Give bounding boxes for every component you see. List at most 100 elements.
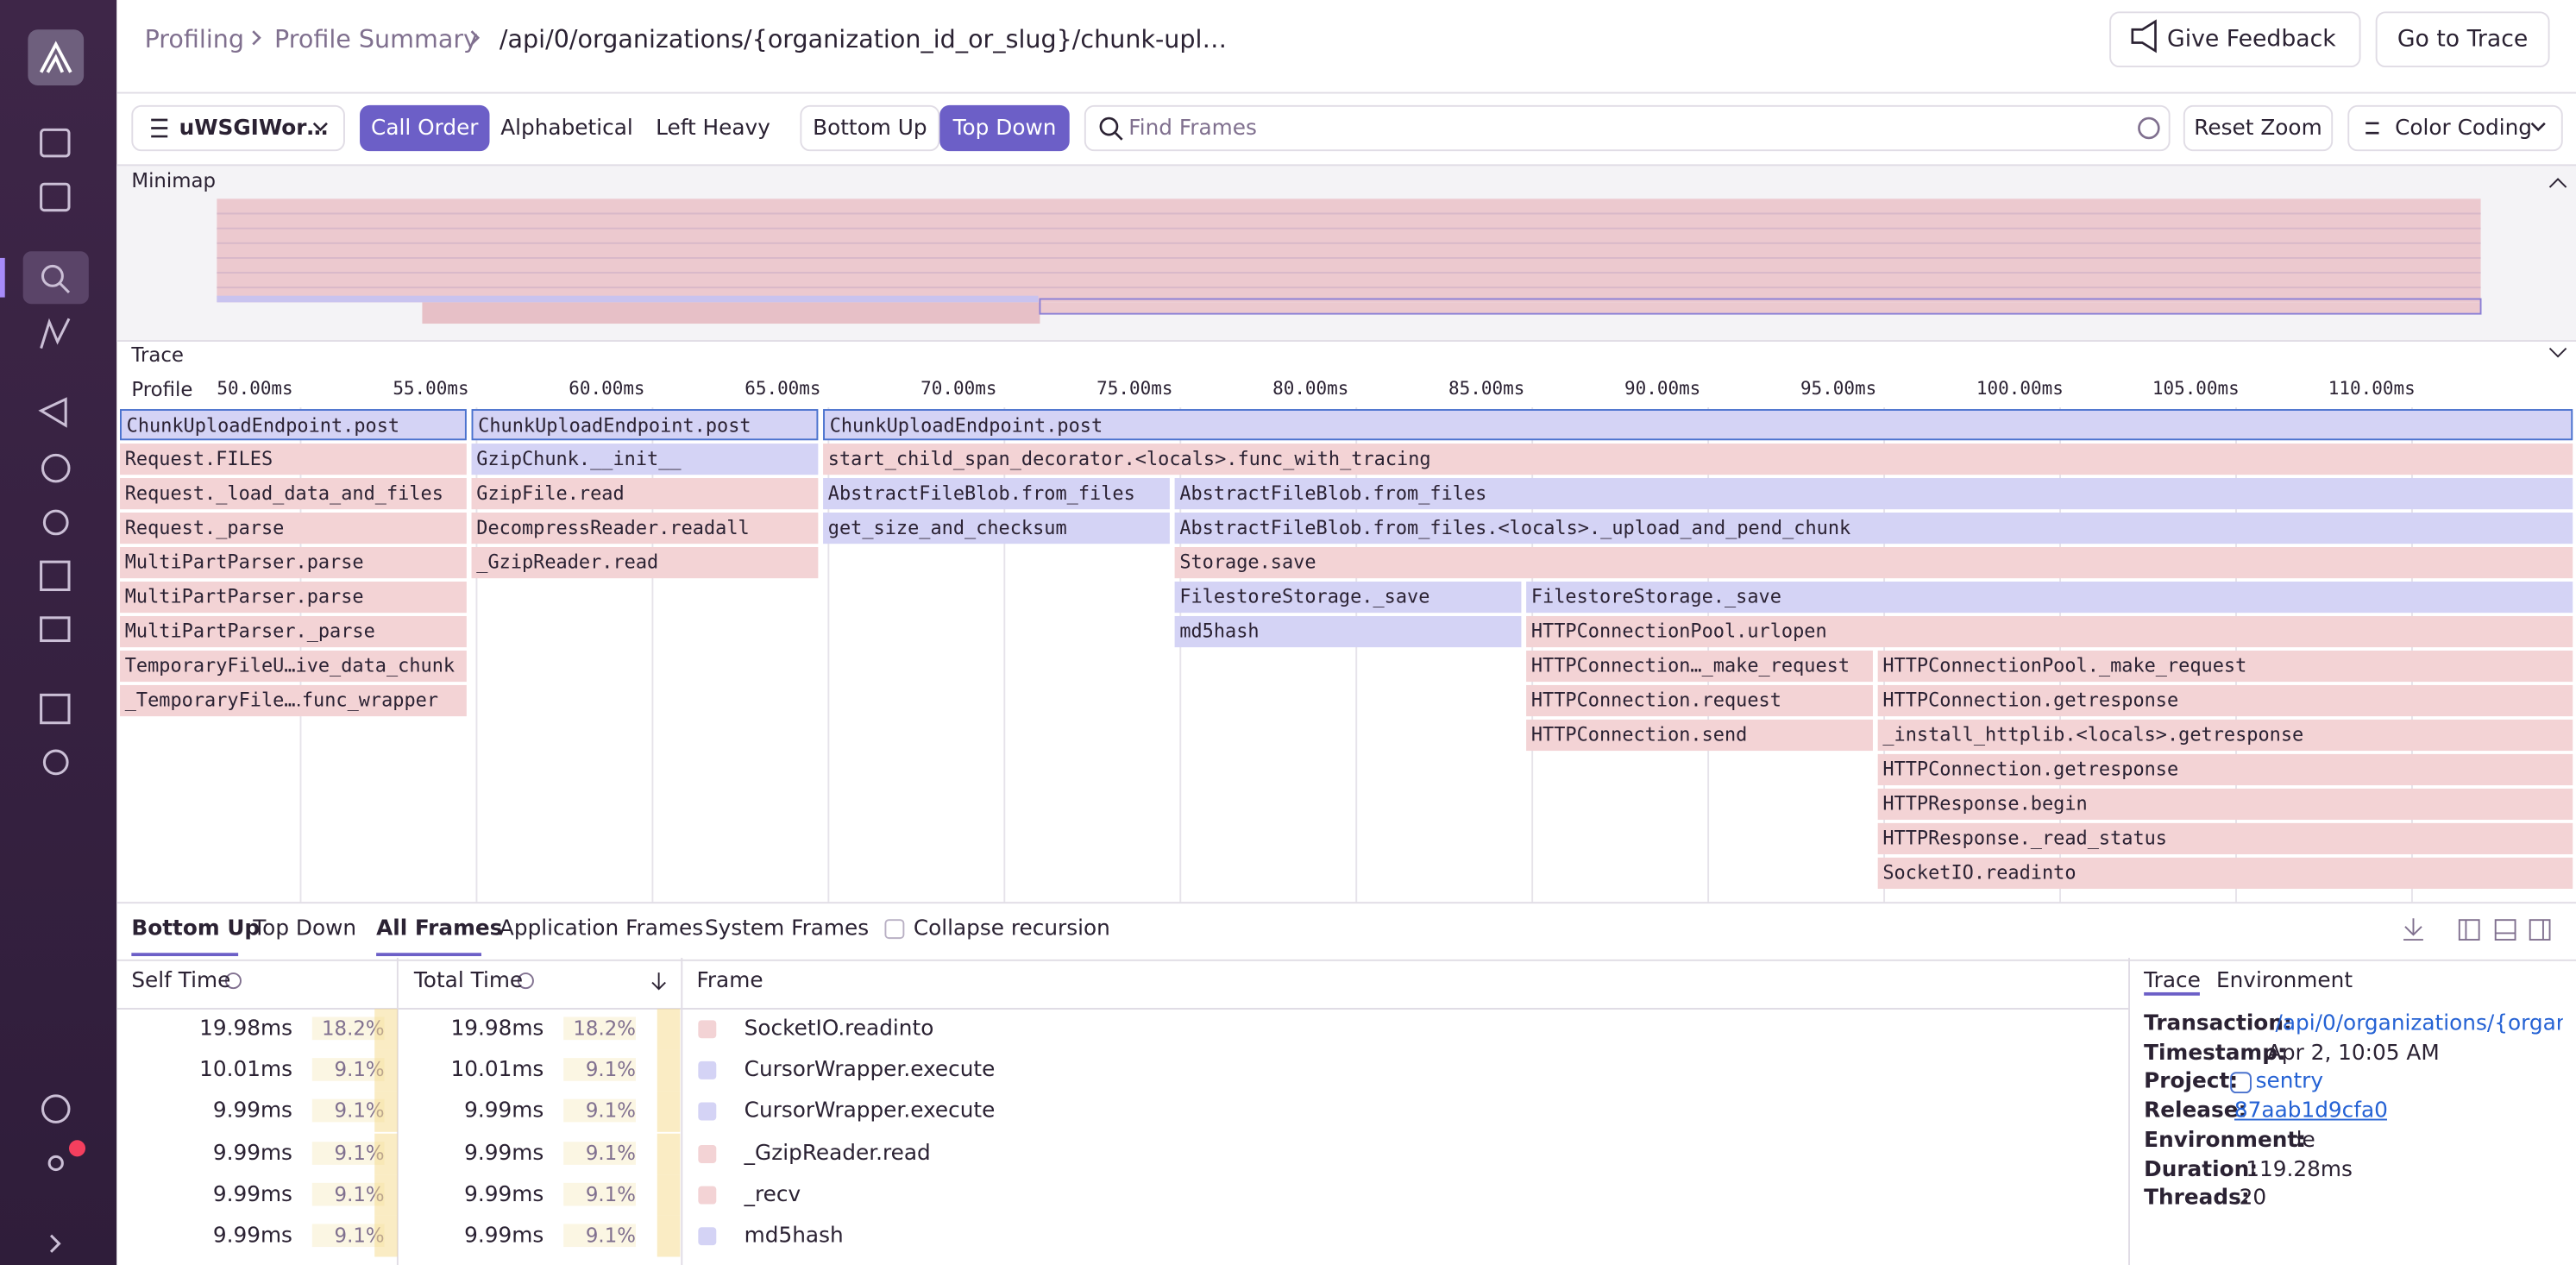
flame-frame[interactable]: HTTPResponse._read_status <box>1877 822 2573 855</box>
breadcrumb[interactable]: Profiling <box>144 24 245 54</box>
frame-name[interactable]: CursorWrapper.execute <box>744 1058 996 1084</box>
detail-key: Environment: <box>2144 1128 2307 1154</box>
flame-frame[interactable]: HTTPConnection.getresponse <box>1877 684 2573 717</box>
time-tick-label: 85.00ms <box>1448 377 1525 400</box>
flame-frame[interactable]: AbstractFileBlob.from_files.<locals>._up… <box>1174 513 2573 544</box>
flame-frame[interactable]: HTTPConnection.send <box>1526 719 1873 752</box>
flame-frame[interactable]: _TemporaryFile…․func_wrapper <box>120 684 467 717</box>
color-coding[interactable]: Color Coding <box>2347 104 2563 152</box>
minimap-label: Minimap <box>131 169 217 192</box>
flame-frame[interactable]: MultiPartParser.parse <box>120 581 467 614</box>
view-option[interactable]: Top Down <box>939 104 1070 152</box>
bar-strip <box>374 1174 398 1216</box>
time-tick-label: 60.00ms <box>569 377 645 400</box>
minimap-graph <box>217 178 2567 324</box>
tab[interactable]: Application Frames <box>499 916 704 941</box>
total-pct: 18.2% <box>563 1016 636 1041</box>
flame-frame[interactable]: HTTPConnection.request <box>1526 684 1873 717</box>
view-option[interactable]: Bottom Up <box>800 104 940 152</box>
flame-frame[interactable]: start_child_span_decorator.<locals>.func… <box>823 444 2573 475</box>
flame-frame[interactable]: md5hash <box>1174 615 1522 648</box>
detail-value: de <box>2288 1128 2315 1154</box>
sort-option[interactable]: Left Heavy <box>644 104 782 152</box>
flame-frame[interactable]: GzipChunk.__init__ <box>471 444 819 475</box>
flame-frame[interactable]: AbstractFileBlob.from_files <box>823 478 1170 510</box>
time-tick-label: 100.00ms <box>1976 377 2064 400</box>
detail-value[interactable]: 87aab1d9cfa0 <box>2234 1098 2388 1124</box>
time-tick-label: 105.00ms <box>2152 377 2240 400</box>
flame-frame[interactable]: HTTPConnection…_make_request <box>1526 650 1873 683</box>
search-input[interactable]: Find Frames <box>1084 104 2171 152</box>
self-pct: 18.2% <box>311 1016 385 1041</box>
total-pct: 9.1% <box>563 1182 636 1206</box>
flame-frame[interactable]: HTTPConnectionPool._make_request <box>1877 650 2573 683</box>
column-header[interactable]: Total Time <box>413 969 524 994</box>
flame-frame[interactable]: AbstractFileBlob.from_files <box>1174 478 2573 510</box>
bar-strip <box>657 1215 681 1257</box>
sidebar-icons <box>0 29 89 1253</box>
detail-tab[interactable]: Environment <box>2215 969 2353 994</box>
total-time: 9.99ms <box>464 1182 544 1207</box>
tab[interactable]: Collapse recursion <box>913 916 1110 941</box>
bar-strip <box>374 1132 398 1174</box>
flame-frame[interactable]: FilestoreStorage._save <box>1174 581 1522 614</box>
flame-frame[interactable]: Request._load_data_and_files <box>120 478 467 510</box>
tab[interactable]: Top Down <box>253 916 357 941</box>
flame-frame[interactable]: Storage.save <box>1174 546 2573 579</box>
flame-frame[interactable]: ChunkUploadEndpoint.post <box>823 409 2573 441</box>
self-time: 10.01ms <box>199 1058 292 1084</box>
flame-frame[interactable]: get_size_and_checksum <box>823 513 1170 544</box>
bar-strip <box>657 1174 681 1216</box>
trace-button[interactable]: Go to Trace <box>2375 11 2550 68</box>
tab[interactable]: All Frames <box>376 916 503 941</box>
column-header[interactable]: Frame <box>696 969 763 994</box>
breadcrumb[interactable]: Profile Summary <box>274 24 478 54</box>
flame-frame[interactable]: HTTPConnectionPool.urlopen <box>1526 615 2573 648</box>
self-time: 9.99ms <box>212 1224 292 1249</box>
detail-tab[interactable]: Trace <box>2144 969 2201 994</box>
total-time: 19.98ms <box>450 1016 544 1042</box>
toolbar-icons <box>151 19 2546 141</box>
flame-frame[interactable]: HTTPResponse.begin <box>1877 788 2573 821</box>
frame-name[interactable]: _recv <box>744 1182 801 1207</box>
self-time: 19.98ms <box>199 1016 292 1042</box>
detail-key: Project: <box>2144 1070 2239 1095</box>
flame-frame[interactable]: MultiPartParser.parse <box>120 546 467 579</box>
flame-frame[interactable]: _GzipReader.read <box>471 546 819 579</box>
column-header[interactable]: Self Time <box>131 969 231 994</box>
flame-frame[interactable]: HTTPConnection.getresponse <box>1877 753 2573 786</box>
detail-value: 20 <box>2239 1186 2267 1212</box>
feedback-button[interactable]: Give Feedback <box>2109 11 2361 68</box>
flame-frame[interactable]: TemporaryFileU…ive_data_chunk <box>120 650 467 683</box>
frame-name[interactable]: md5hash <box>744 1224 844 1249</box>
tab[interactable]: System Frames <box>704 916 870 941</box>
frame-name[interactable]: _GzipReader.read <box>744 1141 931 1166</box>
flame-frame[interactable]: Request._parse <box>120 513 467 544</box>
header <box>116 0 2576 94</box>
sort-option[interactable]: Call Order <box>360 104 490 152</box>
flame-frame[interactable]: _install_httplib.<locals>.getresponse <box>1877 719 2573 752</box>
detail-value[interactable]: sentry <box>2255 1070 2324 1095</box>
flame-frame[interactable]: Request.FILES <box>120 444 467 475</box>
self-time: 9.99ms <box>212 1182 292 1207</box>
reset-zoom[interactable]: Reset Zoom <box>2183 104 2334 152</box>
flame-frame[interactable]: GzipFile.read <box>471 478 819 510</box>
bar-strip <box>657 1132 681 1174</box>
frame-name[interactable]: CursorWrapper.execute <box>744 1099 996 1125</box>
flame-frame[interactable]: ChunkUploadEndpoint.post <box>471 409 819 441</box>
flame-frame[interactable]: SocketIO.readinto <box>1877 857 2573 890</box>
time-tick-label: 70.00ms <box>920 377 997 400</box>
bar-strip <box>657 1049 681 1092</box>
tab[interactable]: Bottom Up <box>131 916 261 941</box>
frame-name[interactable]: SocketIO.readinto <box>744 1016 934 1042</box>
flame-frame[interactable]: MultiPartParser._parse <box>120 615 467 648</box>
detail-value[interactable]: /api/0/organizations/{organ… <box>2275 1011 2563 1037</box>
flame-frame[interactable]: FilestoreStorage._save <box>1526 581 2573 614</box>
sort-option[interactable]: Alphabetical <box>489 104 644 152</box>
flame-frame[interactable]: ChunkUploadEndpoint.post <box>120 409 467 441</box>
flame-frame[interactable]: DecompressReader.readall <box>471 513 819 544</box>
total-pct: 9.1% <box>563 1141 636 1165</box>
self-pct: 9.1% <box>311 1099 385 1123</box>
total-time: 9.99ms <box>464 1224 544 1249</box>
profile-label: Profile <box>131 377 193 401</box>
